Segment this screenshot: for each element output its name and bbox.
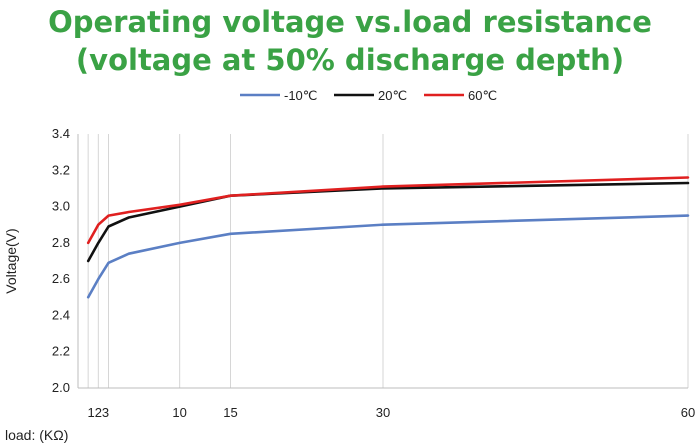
x-tick-label: 30 [376, 405, 390, 420]
series-line-2 [86, 181, 690, 263]
y-tick-label: 3.2 [52, 162, 70, 177]
y-tick-label: 2.2 [52, 344, 70, 359]
y-tick-label: 3.4 [52, 126, 70, 141]
x-tick-label: 15 [223, 405, 237, 420]
y-tick-label: 3.0 [52, 199, 70, 214]
legend-label-1: -10℃ [284, 88, 317, 103]
x-tick-label: 60 [681, 405, 695, 420]
chart-subtitle: (voltage at 50% discharge depth) [75, 43, 625, 77]
y-tick-label: 2.6 [52, 271, 70, 286]
legend-label-2: 20℃ [378, 88, 407, 103]
series-line-1 [86, 214, 690, 299]
series-line-3 [86, 176, 690, 245]
legend-label-3: 60℃ [468, 88, 497, 103]
chart-title: Operating voltage vs.load resistance [48, 5, 652, 39]
x-tick-label: 10 [172, 405, 186, 420]
y-axis-label: Voltage(V) [3, 228, 19, 293]
x-tick-label: 123 [87, 405, 109, 420]
y-tick-label: 2.0 [52, 380, 70, 395]
y-tick-label: 2.4 [52, 307, 70, 322]
y-tick-label: 2.8 [52, 235, 70, 250]
x-axis-label: load: (KΩ) [5, 427, 68, 443]
